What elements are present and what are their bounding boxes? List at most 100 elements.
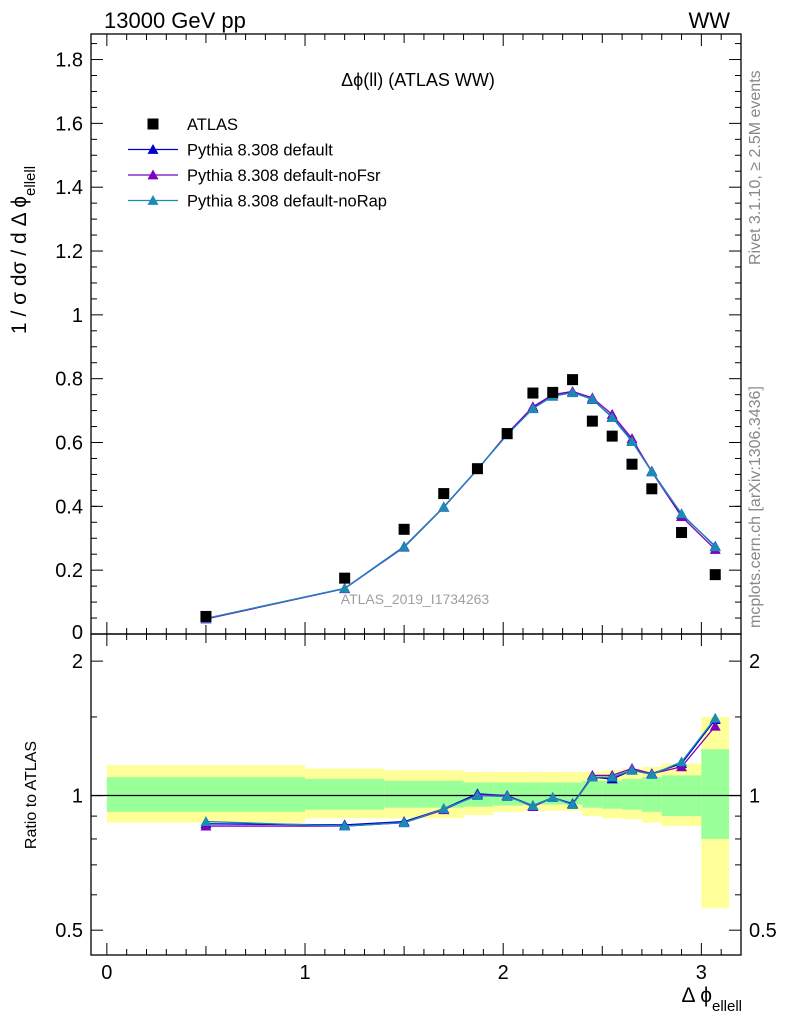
main-y-zero-label: 0 bbox=[72, 622, 83, 644]
atlas-data-point bbox=[398, 523, 410, 535]
ratio-frame bbox=[90, 633, 742, 956]
series-marker bbox=[527, 403, 539, 414]
ratio-series-marker bbox=[339, 820, 351, 831]
x-axis: 0 1 2 3 bbox=[101, 34, 722, 984]
legend-marker bbox=[147, 169, 159, 180]
ratio-series-marker bbox=[709, 720, 721, 731]
ratio-band-inner bbox=[305, 778, 385, 810]
series-line bbox=[205, 392, 716, 619]
atlas-data-point bbox=[676, 527, 688, 539]
ratio-y-tick-label: 2 bbox=[72, 651, 83, 673]
series-line bbox=[205, 391, 716, 620]
header-left: 13000 GeV pp bbox=[104, 8, 246, 33]
ratio-series-marker bbox=[676, 756, 688, 767]
atlas-data-point bbox=[471, 463, 483, 475]
ratio-series-marker bbox=[567, 799, 579, 809]
legend-label-atlas: ATLAS bbox=[187, 116, 238, 134]
ratio-plot-content bbox=[200, 712, 721, 831]
ratio-series-marker bbox=[501, 791, 513, 802]
ratio-bands bbox=[106, 716, 730, 909]
series-marker bbox=[339, 582, 351, 593]
series-marker bbox=[567, 387, 579, 398]
atlas-data-point bbox=[709, 569, 721, 581]
ratio-series-marker bbox=[438, 803, 450, 814]
ratio-y-tick-label: 0.5 bbox=[55, 920, 83, 942]
ratio-series-marker bbox=[626, 764, 638, 775]
ratio-y-tick-label-right: 0.5 bbox=[749, 920, 777, 942]
main-plot-content bbox=[200, 374, 721, 624]
header: 13000 GeV pp WW bbox=[104, 8, 730, 33]
main-y-axis: 0.2 0.4 0.6 0.8 1 1.2 1.4 1.6 1.8 0 bbox=[55, 43, 741, 644]
ratio-band-inner bbox=[602, 780, 623, 809]
series-marker bbox=[626, 436, 638, 446]
ratio-band-inner bbox=[562, 782, 583, 805]
label-subscript: ellell bbox=[22, 166, 39, 196]
x-tick-label: 0 bbox=[101, 962, 112, 984]
x-tick-label: 3 bbox=[696, 962, 707, 984]
ratio-series-marker bbox=[676, 761, 688, 772]
series-marker bbox=[646, 466, 658, 477]
series-marker bbox=[438, 501, 450, 512]
series-marker bbox=[398, 541, 410, 552]
ratio-series-marker bbox=[200, 816, 212, 826]
main-y-tick-label: 1.4 bbox=[55, 177, 83, 199]
atlas-data-point bbox=[200, 610, 212, 622]
ratio-series-marker bbox=[586, 771, 598, 782]
atlas-data-point bbox=[501, 428, 513, 440]
series-marker bbox=[709, 541, 721, 552]
main-y-tick-label: 1.6 bbox=[55, 113, 83, 135]
legend-label: Pythia 8.308 default-noFsr bbox=[187, 167, 381, 185]
ratio-y-label: Ratio to ATLAS bbox=[23, 741, 40, 849]
ratio-band-inner bbox=[641, 777, 662, 812]
ratio-y-tick-label-right: 1 bbox=[749, 786, 760, 808]
main-y-tick-label: 1.8 bbox=[55, 50, 83, 72]
atlas-data-point bbox=[586, 415, 598, 427]
atlas-data-point bbox=[567, 374, 579, 386]
series-line bbox=[205, 390, 716, 620]
ratio-series-marker bbox=[709, 712, 721, 723]
watermark: ATLAS_2019_I1734263 bbox=[341, 591, 490, 607]
ratio-band-inner bbox=[523, 782, 543, 805]
ratio-band-inner bbox=[622, 778, 642, 810]
x-tick-label: 2 bbox=[498, 962, 509, 984]
main-y-tick-label: 0.2 bbox=[55, 560, 83, 582]
label-main: 1 / σ dσ / d Δ ϕ bbox=[8, 196, 31, 334]
atlas-data-point bbox=[626, 458, 638, 470]
main-panel: ATLAS_2019_I1734263 0.2 0.4 0.6 0.8 1 1.2 1.4 1… bbox=[8, 33, 742, 644]
main-y-tick-label: 0.8 bbox=[55, 369, 83, 391]
ratio-series-marker bbox=[606, 771, 618, 782]
main-y-tick-label: 1 bbox=[72, 305, 83, 327]
ratio-series-marker bbox=[547, 792, 559, 803]
atlas-data-point bbox=[606, 430, 618, 442]
ratio-series-marker bbox=[646, 769, 658, 779]
series-marker bbox=[586, 393, 598, 404]
main-y-tick-label: 0.6 bbox=[55, 433, 83, 455]
side-label-mcplots: mcplots.cern.ch [arXiv:1306.3436] bbox=[747, 386, 764, 628]
legend-label: Pythia 8.308 default-noRap bbox=[187, 193, 387, 211]
main-y-label: 1 / σ dσ / d Δ ϕellell bbox=[8, 166, 39, 334]
main-y-label-text: 1 / σ dσ / d Δ ϕellell bbox=[8, 166, 39, 334]
legend-marker bbox=[147, 195, 159, 205]
ratio-y-tick-label: 1 bbox=[72, 786, 83, 808]
ratio-band-inner bbox=[384, 780, 464, 808]
ratio-y-tick-label-right: 2 bbox=[749, 651, 760, 673]
header-right: WW bbox=[688, 8, 730, 33]
ratio-band-inner bbox=[582, 780, 603, 808]
ratio-series-marker bbox=[398, 817, 410, 828]
atlas-data-point bbox=[339, 572, 351, 584]
series-marker bbox=[676, 508, 688, 519]
legend-marker-atlas bbox=[147, 118, 159, 130]
label-subscript: ellell bbox=[712, 998, 742, 1015]
atlas-data-point bbox=[527, 387, 539, 399]
ratio-series-marker bbox=[527, 800, 539, 811]
atlas-data-point bbox=[547, 386, 559, 398]
main-y-tick-label: 0.4 bbox=[55, 496, 83, 518]
main-title: Δϕ(ll) (ATLAS WW) bbox=[341, 70, 495, 90]
side-label-rivet: Rivet 3.1.10, ≥ 2.5M events bbox=[747, 70, 764, 265]
ratio-band-inner bbox=[701, 749, 730, 839]
legend: ATLAS Pythia 8.308 default Pythia 8.308 de… bbox=[128, 116, 387, 211]
ratio-y-axis: 0.5 0.5 1 1 2 2 bbox=[55, 651, 777, 942]
atlas-data-point bbox=[438, 488, 450, 500]
